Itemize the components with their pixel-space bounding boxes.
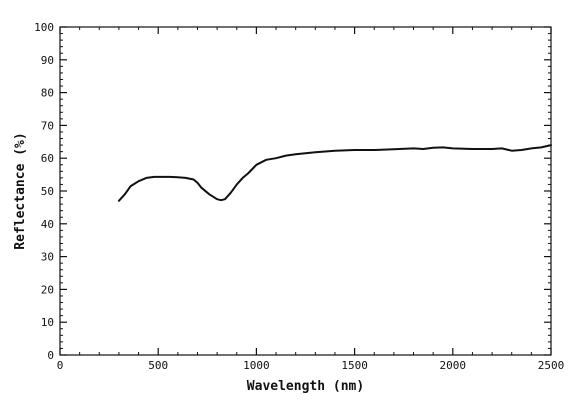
y-axis-label: Reflectance (%) [13,132,28,249]
y-tick-label: 80 [41,87,54,100]
y-tick-label: 20 [41,283,54,296]
y-tick-label: 90 [41,54,54,67]
x-tick-label: 2000 [440,359,467,372]
y-tick-label: 10 [41,316,54,329]
x-tick-label: 500 [148,359,168,372]
y-tick-label: 30 [41,251,54,264]
x-tick-label: 1500 [341,359,368,372]
plot-frame [59,26,552,356]
x-tick-label: 2500 [538,359,565,372]
y-tick-label: 0 [47,349,54,362]
x-axis-label: Wavelength (nm) [247,379,364,394]
y-tick-label: 100 [34,21,54,34]
y-tick-label: 60 [41,152,54,165]
y-tick-label: 40 [41,218,54,231]
x-tick-label: 0 [57,359,64,372]
x-tick-label: 1000 [243,359,270,372]
plot-area [117,144,552,202]
y-tick-label: 50 [41,185,54,198]
series-line [117,144,552,202]
y-tick-label: 70 [41,119,54,132]
axes: 0 500 1000 1500 2000 2500 0 10 20 30 40 50 60 70 80 90 1… [34,21,564,372]
